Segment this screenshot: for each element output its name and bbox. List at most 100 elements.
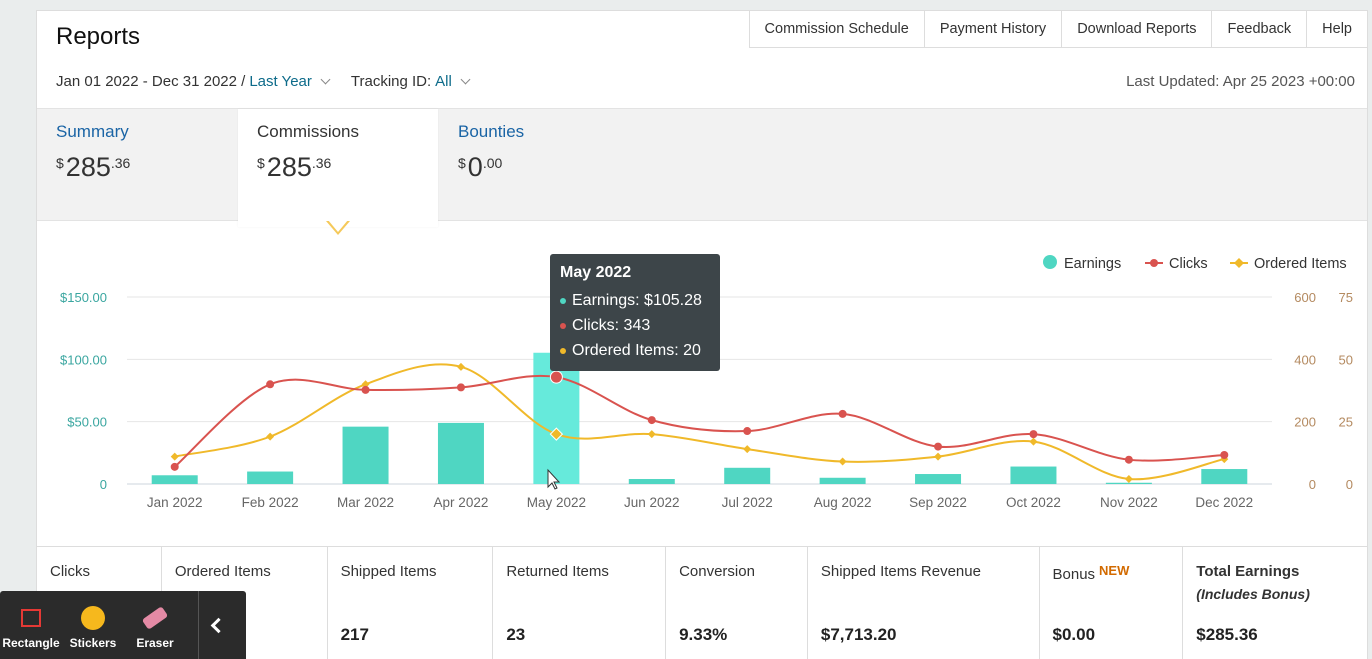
ordered-items-point xyxy=(647,430,656,439)
x-axis-tick: Aug 2022 xyxy=(814,495,872,510)
stat-value: 23 xyxy=(506,625,526,644)
currency-symbol: $ xyxy=(56,155,64,171)
help-link[interactable]: Help xyxy=(1322,21,1352,37)
stat-value: $285.36 xyxy=(1196,625,1258,644)
report-tabs: Summary $ 285 .36 Commissions $ 285 .36 … xyxy=(37,108,1367,227)
legend-earnings-icon xyxy=(1043,255,1057,269)
mouse-cursor-icon xyxy=(547,468,561,490)
sticker-icon xyxy=(81,606,105,630)
right-axis-tick-clicks: 400 xyxy=(1294,352,1316,367)
stat-label: Ordered Items xyxy=(174,563,271,580)
page-title: Reports xyxy=(56,23,141,50)
earnings-chart[interactable]: $150.00 600 75 $100.00 400 50 $50.00 200 25 0 0 0 Ja… xyxy=(37,11,1369,546)
clicks-point xyxy=(647,416,656,425)
clicks-point xyxy=(266,380,275,389)
ordered-items-point xyxy=(361,380,370,389)
rectangle-tool[interactable]: Rectangle xyxy=(0,591,62,659)
collapse-toolbar-button[interactable] xyxy=(198,591,234,659)
stat-label: Shipped Items xyxy=(340,563,437,580)
commission-schedule-link[interactable]: Commission Schedule xyxy=(750,11,925,47)
stat-conversion: Conversion 9.33% xyxy=(666,547,808,659)
chevron-left-icon xyxy=(210,617,227,633)
tooltip-ordered: Ordered Items: 20 xyxy=(560,338,710,363)
stat-value: 217 xyxy=(340,625,369,644)
annotation-toolbar: Rectangle Stickers Eraser xyxy=(0,591,246,659)
legend-earnings: Earnings xyxy=(1064,256,1121,272)
tracking-id-dropdown[interactable]: All xyxy=(435,73,452,90)
x-axis-tick: May 2022 xyxy=(527,495,586,510)
right-axis-tick-items: 50 xyxy=(1339,352,1353,367)
clicks-point xyxy=(838,409,847,418)
tab-bounties[interactable]: Bounties $ 0 .00 xyxy=(439,109,639,222)
tab-summary[interactable]: Summary $ 285 .36 xyxy=(37,109,237,222)
amount-whole: 285 xyxy=(65,152,111,182)
stats-row: Clicks Ordered Items Shipped Items 217 R… xyxy=(37,546,1367,659)
clicks-point xyxy=(1029,430,1038,439)
right-axis-tick-items: 25 xyxy=(1339,415,1353,430)
top-nav: Commission Schedule Payment History Down… xyxy=(748,11,1367,48)
tool-label: Stickers xyxy=(69,636,117,650)
legend-ordered-icon xyxy=(1234,258,1244,268)
ordered-items-point xyxy=(838,457,847,466)
x-axis-tick: Feb 2022 xyxy=(242,495,299,510)
tab-label: Bounties xyxy=(458,122,525,141)
amount-whole: 0 xyxy=(467,152,483,182)
left-axis-tick: $100.00 xyxy=(60,352,107,367)
earnings-bar xyxy=(437,422,484,484)
tab-amount: $ 285 .36 xyxy=(56,152,218,183)
earnings-bar xyxy=(819,477,866,484)
ordered-items-point xyxy=(934,452,943,461)
right-axis-tick-items: 75 xyxy=(1339,290,1353,305)
currency-symbol: $ xyxy=(458,155,466,171)
payment-history-link[interactable]: Payment History xyxy=(925,11,1063,47)
left-axis-tick: $50.00 xyxy=(67,415,107,430)
x-axis-tick: Jan 2022 xyxy=(147,495,203,510)
tooltip-title: May 2022 xyxy=(560,264,632,281)
eraser-tool[interactable]: Eraser xyxy=(124,591,186,659)
stat-sublabel: (Includes Bonus) xyxy=(1196,586,1310,602)
feedback-link[interactable]: Feedback xyxy=(1212,11,1308,47)
x-axis-tick: Dec 2022 xyxy=(1195,495,1253,510)
earnings-bar xyxy=(342,426,389,484)
chart-tooltip: May 2022 Earnings: $105.28 Clicks: 343 O… xyxy=(550,254,720,371)
tab-amount: $ 0 .00 xyxy=(458,152,620,183)
date-range-dropdown[interactable]: Last Year xyxy=(249,73,312,90)
legend-clicks-icon xyxy=(1150,259,1158,267)
clicks-point xyxy=(1220,451,1229,460)
amount-cents: .36 xyxy=(311,155,332,171)
tracking-id-label: Tracking ID: xyxy=(350,73,432,90)
clicks-point xyxy=(456,383,465,392)
right-axis-tick-clicks: 200 xyxy=(1294,415,1316,430)
date-filter-row: Jan 01 2022 - Dec 31 2022 / Last Year Tr… xyxy=(56,73,471,90)
x-axis-tick: Sep 2022 xyxy=(909,495,967,510)
amount-cents: .00 xyxy=(482,155,503,171)
clicks-point xyxy=(934,442,943,451)
x-axis-tick: Oct 2022 xyxy=(1006,495,1061,510)
earnings-bar xyxy=(724,467,771,484)
clicks-point xyxy=(1124,455,1133,464)
download-reports-link[interactable]: Download Reports xyxy=(1062,11,1213,47)
tool-label: Rectangle xyxy=(2,636,60,650)
tooltip-earnings: Earnings: $105.28 xyxy=(560,288,710,313)
stickers-tool[interactable]: Stickers xyxy=(62,591,124,659)
stat-value: $7,713.20 xyxy=(820,625,897,644)
earnings-bar xyxy=(915,474,962,484)
earnings-bar xyxy=(247,471,294,484)
x-axis-tick: Jul 2022 xyxy=(722,495,773,510)
tab-label: Commissions xyxy=(257,122,360,141)
stat-ordered-items: Ordered Items xyxy=(162,547,328,659)
date-range-text: Jan 01 2022 - Dec 31 2022 / xyxy=(56,73,246,90)
clicks-point xyxy=(170,462,179,471)
stat-label: Bonus NEW xyxy=(1052,563,1130,583)
reports-card: Reports Commission Schedule Payment Hist… xyxy=(36,10,1368,659)
ordered-items-point xyxy=(1029,437,1038,446)
left-axis-tick: $150.00 xyxy=(60,290,107,305)
tooltip-clicks: Clicks: 343 xyxy=(560,313,710,338)
tab-label: Summary xyxy=(56,122,129,141)
tab-amount: $ 285 .36 xyxy=(257,152,419,183)
currency-symbol: $ xyxy=(257,155,265,171)
stat-label: Clicks xyxy=(50,563,90,580)
legend-clicks: Clicks xyxy=(1169,256,1208,272)
earnings-bar xyxy=(151,475,198,484)
tab-commissions[interactable]: Commissions $ 285 .36 xyxy=(238,109,438,227)
